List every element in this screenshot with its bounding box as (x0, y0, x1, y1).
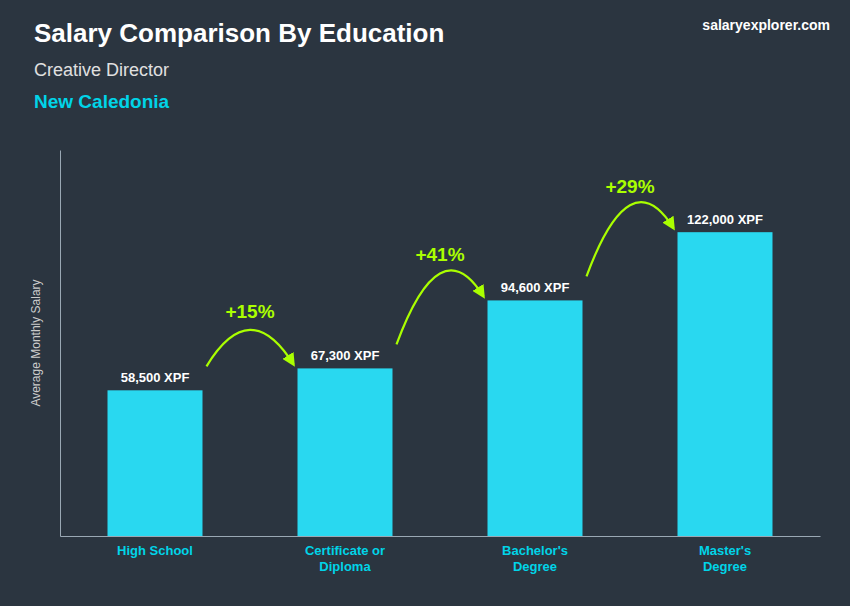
x-tick: High School (117, 536, 193, 558)
x-tick: Bachelor'sDegree (502, 536, 568, 574)
annotation: +29% (605, 176, 654, 197)
annotation: New Caledonia (34, 91, 170, 112)
x-axis-line (61, 536, 821, 537)
bar (298, 368, 393, 536)
annotation-arrow (207, 330, 294, 366)
plot: High School Certificate orDiploma Bachelor… (61, 151, 821, 574)
y-axis-title: Average Monthly Salary (29, 279, 43, 406)
annotation: salaryexplorer.com (702, 17, 830, 33)
bars (108, 232, 773, 536)
background (0, 0, 850, 606)
annotation-arrow (587, 202, 674, 276)
data-label: 67,300 XPF (311, 348, 380, 363)
data-label: 122,000 XPF (687, 212, 763, 227)
bar (488, 300, 583, 536)
annotations: +15% +41% +29% (207, 176, 674, 366)
x-tick-label: Master'sDegree (699, 543, 751, 574)
data-label: 58,500 XPF (121, 370, 190, 385)
annotation: +15% (225, 301, 274, 322)
subtitle: Creative Director (34, 60, 169, 80)
x-tick: Certificate orDiploma (305, 536, 385, 574)
data-label: 94,600 XPF (501, 280, 570, 295)
title: Salary Comparison By Education (34, 18, 444, 48)
bar (678, 232, 773, 536)
x-tick-label: High School (117, 543, 193, 558)
bar (108, 390, 203, 536)
x-axis: High School Certificate orDiploma Bachelor… (61, 536, 821, 574)
y-axis (60, 151, 61, 537)
x-tick: Master'sDegree (699, 536, 751, 574)
y-axis-line (60, 151, 61, 537)
annotation: +41% (415, 244, 464, 265)
chart: Salary Comparison By Education Creative D… (0, 0, 850, 606)
annotation-arrow (397, 270, 484, 344)
x-tick-label: Bachelor'sDegree (502, 543, 568, 574)
data-labels: 58,500 XPF 67,300 XPF 94,600 XPF 122,000 XP… (121, 212, 763, 385)
x-tick-label: Certificate orDiploma (305, 543, 385, 574)
